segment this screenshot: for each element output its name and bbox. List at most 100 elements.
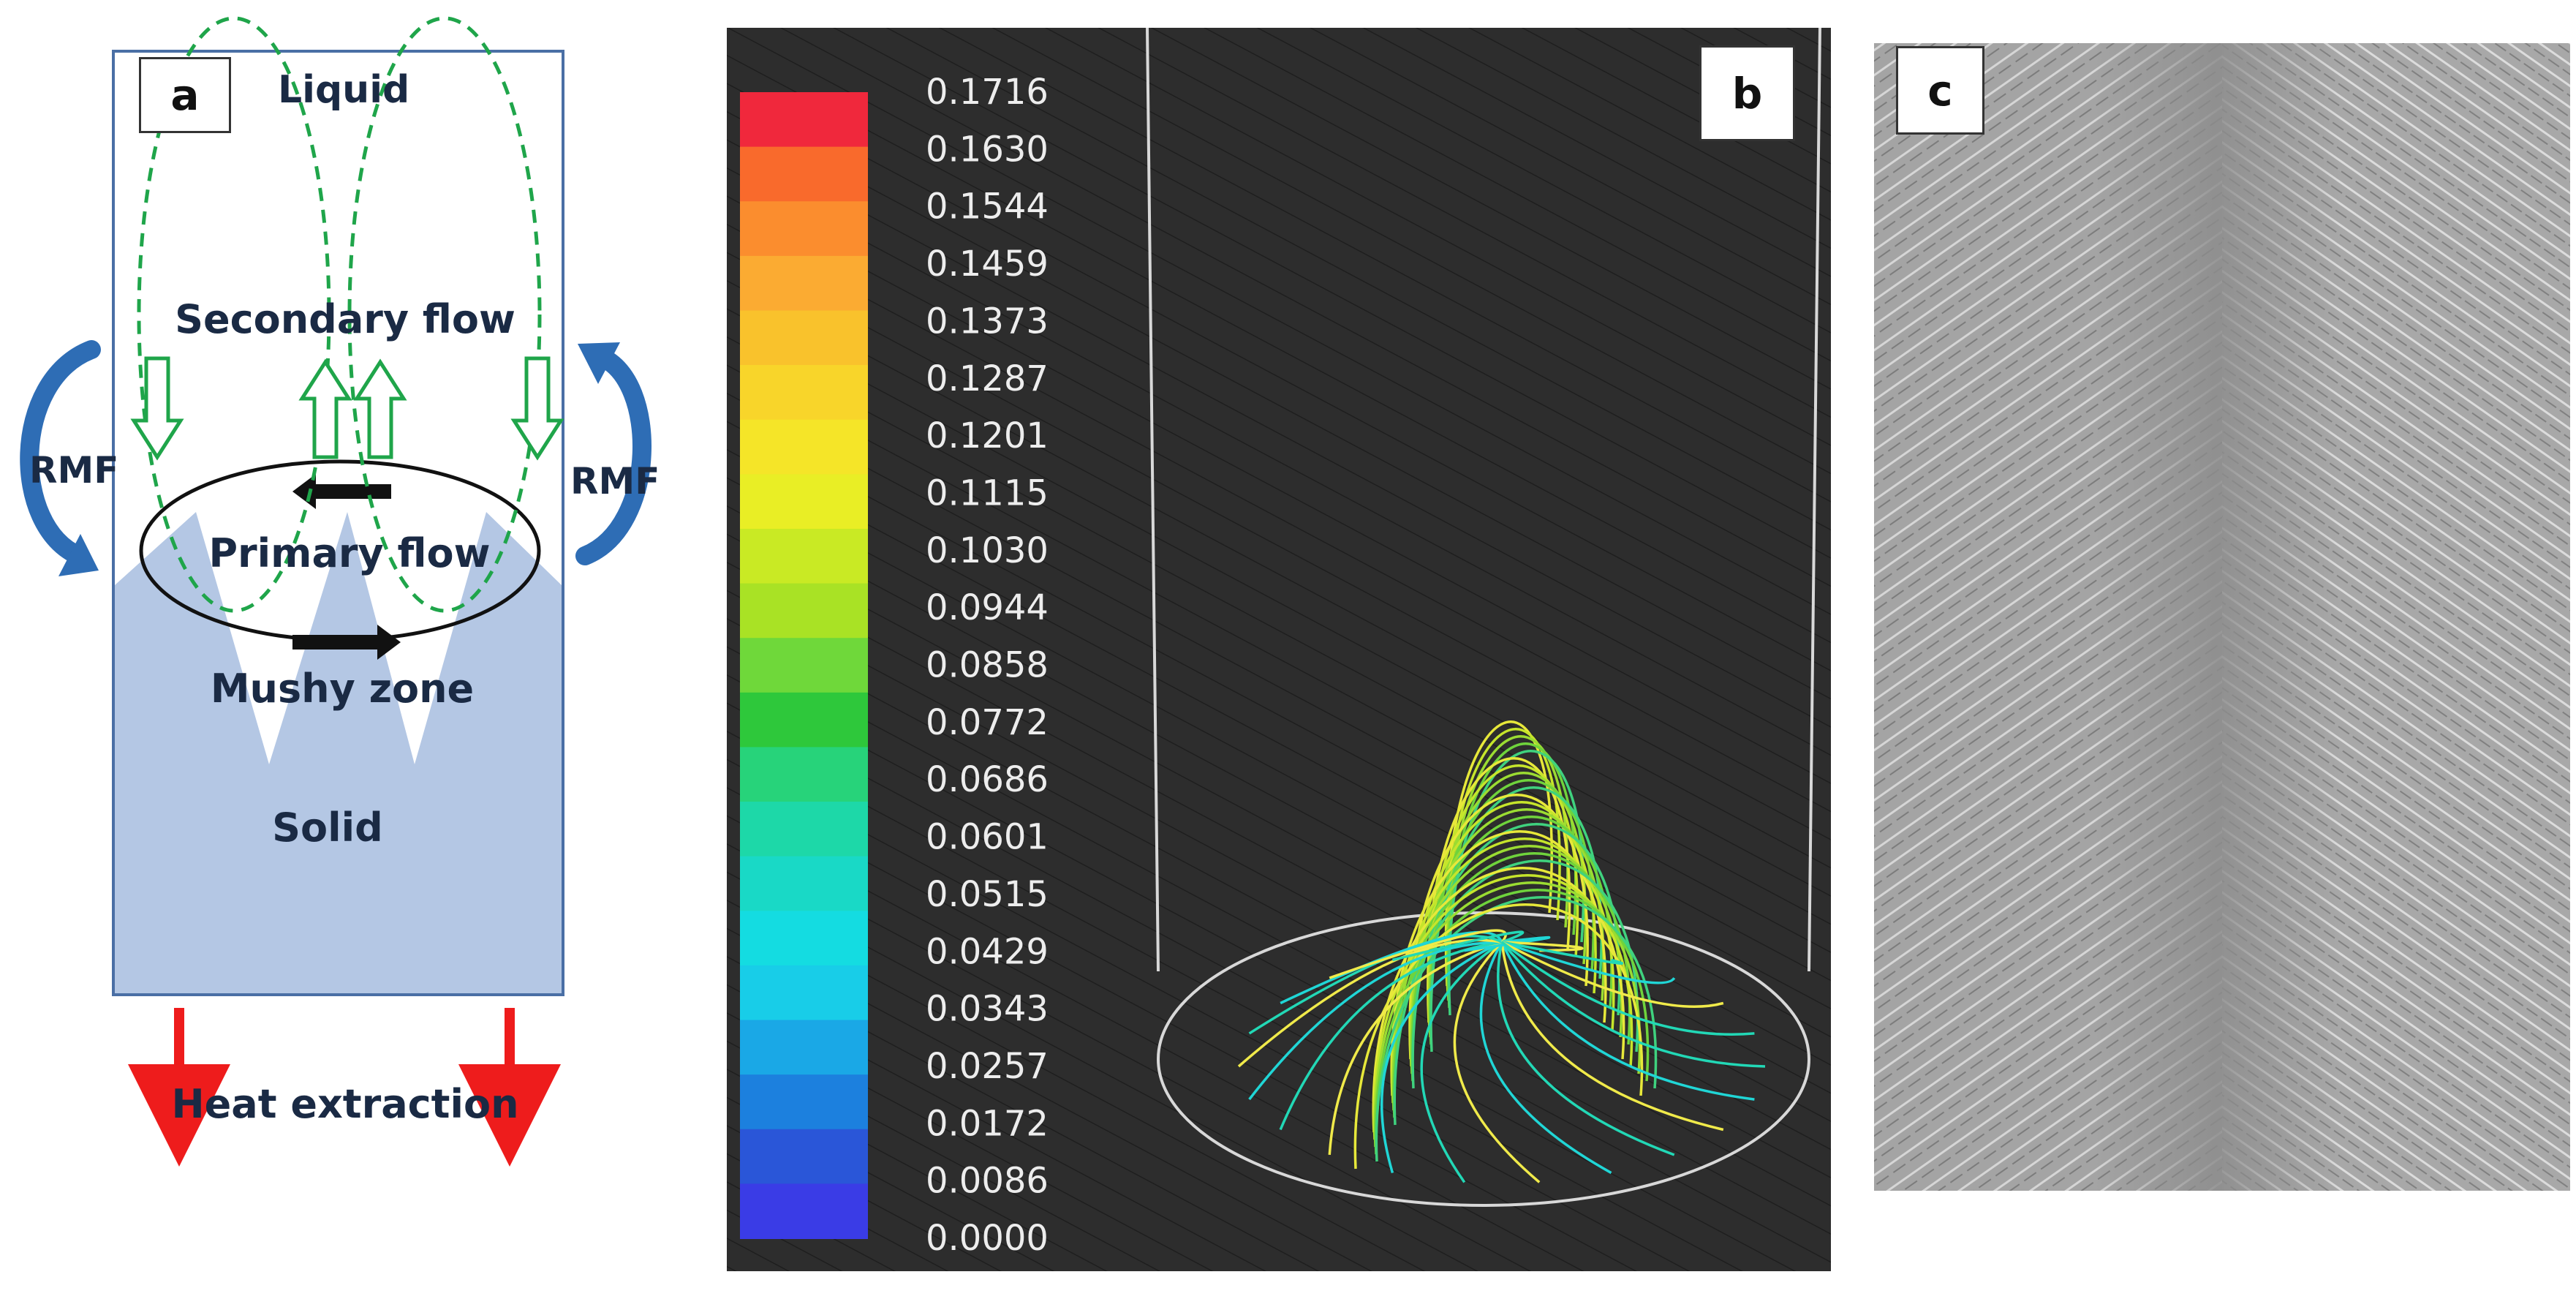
colorbar-tick-label: 0.0601: [926, 817, 1049, 858]
colorbar-segment: [740, 965, 868, 1021]
secondary-flow-label: Secondary flow: [175, 296, 515, 342]
colorbar-segment: [740, 692, 868, 748]
colorbar-segment: [740, 201, 868, 257]
velocity-colorbar-labels: 0.1716 0.1630 0.1544 0.1459 0.1373 0.1287 0.12…: [926, 72, 1049, 1259]
colorbar-segment: [740, 1020, 868, 1076]
solid-label: Solid: [272, 805, 383, 851]
panel-b-simulation: 0.1716 0.1630 0.1544 0.1459 0.1373 0.1287 0.12…: [727, 28, 1831, 1271]
panel-c-letter: c: [1896, 46, 1984, 135]
streamline: [1500, 941, 1766, 1068]
panel-a-letter: a: [139, 57, 231, 133]
colorbar-segment: [740, 747, 868, 803]
colorbar-tick-label: 0.0343: [926, 989, 1049, 1030]
green-arrow-up-center-left: [298, 358, 352, 459]
colorbar-segment: [740, 310, 868, 366]
rmf-left-label: RMF: [29, 449, 118, 492]
streamline: [1446, 735, 1569, 1001]
colorbar-tick-label: 0.1544: [926, 187, 1049, 227]
streamline: [1453, 941, 1541, 1183]
streamline: [1501, 941, 1623, 965]
streamline: [1500, 941, 1755, 1101]
colorbar-tick-label: 0.0429: [926, 931, 1049, 972]
mushy-zone-label: Mushy zone: [211, 666, 474, 712]
colorbar-tick-label: 0.1115: [926, 472, 1049, 513]
colorbar-tick-label: 0.0257: [926, 1046, 1049, 1087]
secondary-flow-loop-left: [137, 16, 331, 613]
colorbar-segment: [740, 583, 868, 639]
streamlines: [1237, 720, 1766, 1183]
colorbar-tick-label: 0.0944: [926, 587, 1049, 628]
colorbar-tick-label: 0.0515: [926, 874, 1049, 915]
heat-extraction-label: Heat extraction: [171, 1081, 518, 1127]
colorbar-tick-label: 0.0772: [926, 702, 1049, 743]
solid-region: [115, 779, 562, 993]
streamline: [1408, 794, 1589, 1060]
colorbar-tick-label: 0.1030: [926, 530, 1049, 571]
streamline: [1479, 941, 1612, 1175]
micrograph-center-channel: [2093, 43, 2342, 1191]
liquid-label: Liquid: [278, 68, 409, 112]
colorbar-segment: [740, 856, 868, 912]
colorbar-tick-label: 0.0000: [926, 1218, 1049, 1259]
primary-flow-arrow-bottom: [292, 625, 401, 660]
streamline: [1497, 941, 1675, 1156]
colorbar-tick-label: 0.0086: [926, 1161, 1049, 1202]
colorbar-tick-label: 0.1630: [926, 129, 1049, 170]
streamline: [1373, 881, 1642, 1148]
panel-c-svg: [1874, 43, 2570, 1191]
streamline: [1501, 941, 1584, 952]
colorbar-tick-label: 0.1373: [926, 301, 1049, 342]
colorbar-tick-label: 0.1716: [926, 72, 1049, 113]
panel-c-micrograph: c: [1874, 43, 2570, 1191]
streamline: [1392, 930, 1525, 962]
colorbar-segment: [740, 255, 868, 312]
velocity-colorbar: [740, 92, 868, 1239]
streamline: [1380, 941, 1503, 1174]
rmf-right-label: RMF: [570, 460, 660, 502]
colorbar-segment: [740, 1129, 868, 1185]
streamline: [1464, 935, 1551, 952]
colorbar-tick-label: 0.0858: [926, 645, 1049, 686]
streamline: [1501, 941, 1724, 1008]
colorbar-segment: [740, 802, 868, 857]
rmf-arrow-right: [575, 342, 651, 565]
panel-a-schematic: Liquid Secondary flow Primary flow Mushy…: [0, 0, 724, 1295]
secondary-flow-loop-right: [347, 16, 542, 613]
colorbar-segment: [740, 365, 868, 421]
streamline: [1372, 874, 1633, 1140]
rmf-arrow-left: [20, 340, 101, 576]
primary-flow-label: Primary flow: [208, 530, 490, 576]
colorbar-tick-label: 0.0172: [926, 1103, 1049, 1144]
streamline: [1279, 941, 1503, 1131]
colorbar-segment: [740, 528, 868, 584]
green-arrow-up-center-right: [353, 358, 407, 459]
colorbar-segment: [740, 146, 868, 203]
colorbar-tick-label: 0.1287: [926, 358, 1049, 399]
colorbar-segment: [740, 92, 868, 148]
colorbar-segment: [740, 474, 868, 530]
velocity-vector-field: [727, 28, 1831, 1271]
colorbar-tick-label: 0.0686: [926, 759, 1049, 800]
colorbar-tick-label: 0.1459: [926, 244, 1049, 285]
streamline: [1420, 941, 1503, 1183]
colorbar-segment: [740, 638, 868, 693]
streamline: [1500, 941, 1755, 1036]
green-arrow-down-right: [510, 356, 564, 461]
streamline: [1328, 941, 1503, 1156]
streamline: [1374, 889, 1650, 1155]
streamline: [1248, 941, 1503, 1101]
streamline: [1445, 728, 1561, 994]
colorbar-segment: [740, 911, 868, 966]
secondary-flow-arrows: [130, 356, 564, 461]
colorbar-segment: [740, 1183, 868, 1239]
colorbar-tick-label: 0.1201: [926, 415, 1049, 456]
panel-b-letter: b: [1699, 45, 1795, 141]
streamline: [1447, 742, 1577, 1009]
streamline: [1500, 941, 1724, 1132]
crucible-outline-3d: [1146, 28, 1160, 972]
colorbar-segment: [740, 1074, 868, 1130]
panel-b-svg: 0.1716 0.1630 0.1544 0.1459 0.1373 0.1287 0.12…: [727, 28, 1831, 1271]
streamline: [1501, 941, 1676, 984]
green-arrow-down-left: [130, 356, 184, 461]
streamline: [1353, 903, 1644, 1170]
